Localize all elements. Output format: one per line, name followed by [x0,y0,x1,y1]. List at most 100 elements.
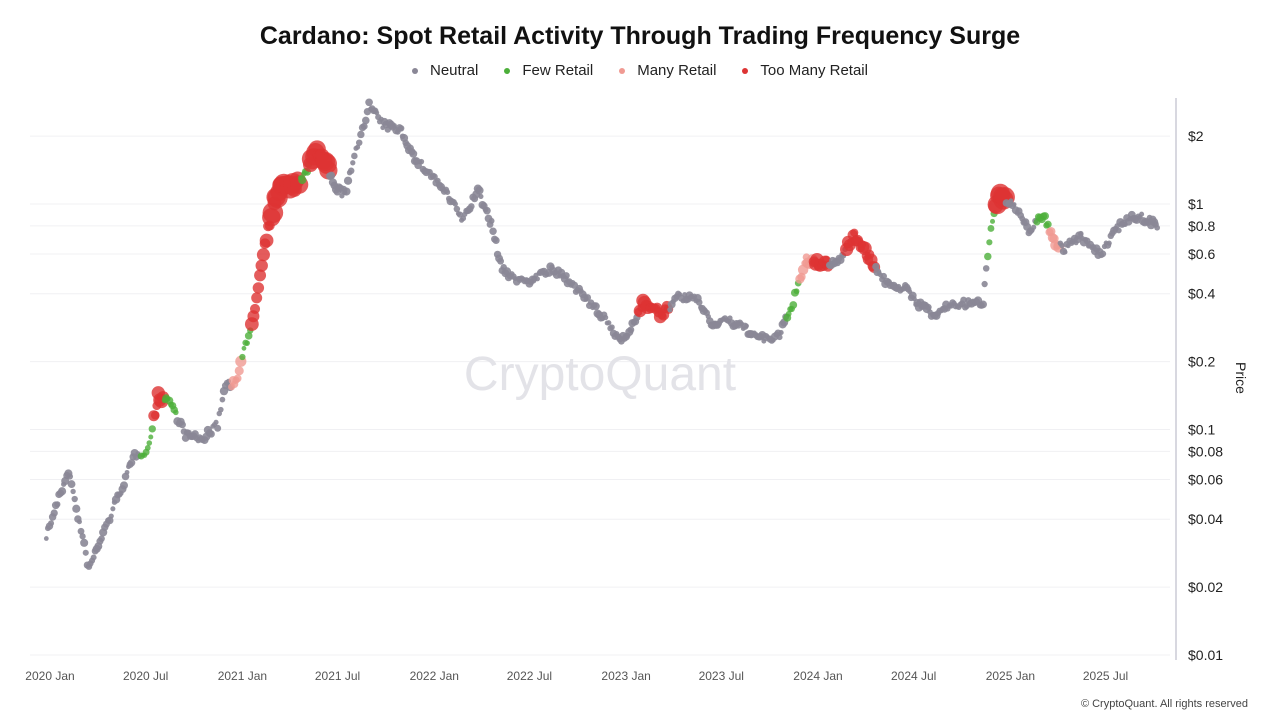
legend-label: Many Retail [637,62,717,79]
legend-dot [742,67,749,74]
data-point-neutral [609,324,615,331]
data-point-neutral [360,122,368,130]
data-point-neutral [350,160,356,166]
data-point-neutral [418,158,425,165]
data-point-neutral [925,303,932,311]
data-point-neutral [468,203,475,210]
x-tick-label: 2020 Jan [25,669,74,683]
data-point-neutral [584,294,592,301]
data-point-neutral [778,330,784,336]
data-point-too [256,248,270,262]
data-point-neutral [48,520,55,527]
data-point-neutral [880,272,887,280]
data-point-few [987,225,995,232]
data-point-few [244,340,250,346]
data-point-neutral [1154,224,1161,231]
data-point-neutral [127,458,136,467]
data-point-few [239,353,246,361]
data-point-neutral [98,535,105,542]
data-point-neutral [342,187,351,196]
legend-item-many-retail[interactable]: Many Retail [619,62,716,79]
x-tick-label: 2023 Jan [601,669,650,683]
legend-item-few-retail[interactable]: Few Retail [504,62,593,79]
legend-item-too-many-retail[interactable]: Too Many Retail [742,62,868,79]
data-point-few [789,301,798,309]
legend-dot [619,67,626,74]
data-point-few [244,332,253,340]
data-point-too [252,282,265,294]
y-tick-label: $0.04 [1188,511,1223,527]
data-point-neutral [108,513,114,519]
y-tick-label: $0.1 [1188,422,1215,438]
x-tick-label: 2021 Jul [315,669,360,683]
data-point-few [173,409,179,416]
data-point-neutral [72,504,81,513]
data-point-neutral [776,334,783,341]
data-point-too [850,228,859,237]
data-point-too [249,303,261,314]
data-point-neutral [397,125,405,132]
data-point-neutral [80,538,89,547]
data-point-neutral [218,406,224,413]
data-point-too [254,269,267,282]
x-tick-label: 2022 Jan [410,669,459,683]
data-point-neutral [1115,227,1122,234]
data-point-neutral [1099,250,1107,258]
data-point-neutral [960,296,968,304]
data-point-neutral [489,227,497,235]
y-tick-label: $0.2 [1188,354,1215,370]
data-point-neutral [982,265,990,272]
data-point-neutral [76,519,82,525]
data-point-neutral [483,206,491,215]
watermark: CryptoQuant [464,348,736,401]
data-point-neutral [77,527,85,535]
data-point-neutral [478,193,484,199]
data-point-few [146,440,153,446]
data-point-few [241,345,247,351]
y-tick-label: $0.8 [1188,218,1215,234]
y-tick-label: $0.6 [1188,246,1215,262]
data-point-neutral [66,473,74,480]
data-point-neutral [1078,230,1084,237]
data-point-neutral [43,536,49,541]
legend-label: Too Many Retail [760,62,868,79]
data-point-neutral [79,533,86,540]
data-point-neutral [695,299,703,306]
data-point-neutral [214,424,222,432]
y-tick-label: $0.01 [1188,647,1223,663]
data-point-neutral [727,315,733,321]
data-point-too [150,410,160,420]
data-point-too [251,292,263,304]
data-point-neutral [1031,224,1037,230]
data-point-neutral [452,201,458,207]
data-point-neutral [409,149,418,158]
x-tick-label: 2025 Jul [1083,669,1128,683]
x-tick-label: 2024 Jul [891,669,936,683]
data-point-few [1041,212,1049,221]
y-axis-label: Price [1233,362,1249,394]
data-point-neutral [124,469,130,475]
legend-dot [412,67,418,74]
legend-label: Few Retail [522,62,594,79]
y-tick-label: $1 [1188,196,1204,212]
data-point-neutral [979,300,987,309]
data-point-neutral [365,98,373,107]
data-point-too [255,259,268,272]
data-point-neutral [1011,202,1017,207]
data-point-neutral [492,236,500,245]
data-point-neutral [627,326,635,334]
y-tick-label: $0.02 [1188,579,1223,595]
legend-item-neutral[interactable]: Neutral [412,62,478,79]
data-point-neutral [347,167,355,175]
copyright: © CryptoQuant. All rights reserved [1080,698,1248,710]
data-point-neutral [562,272,570,280]
data-point-neutral [357,130,365,139]
data-point-few [148,425,156,433]
data-point-neutral [592,302,600,311]
legend: Neutral Few Retail Many Retail Too Many … [0,62,1280,79]
data-point-neutral [327,171,336,180]
data-point-neutral [90,554,97,561]
data-point-neutral [54,501,61,508]
data-point-neutral [391,123,397,128]
